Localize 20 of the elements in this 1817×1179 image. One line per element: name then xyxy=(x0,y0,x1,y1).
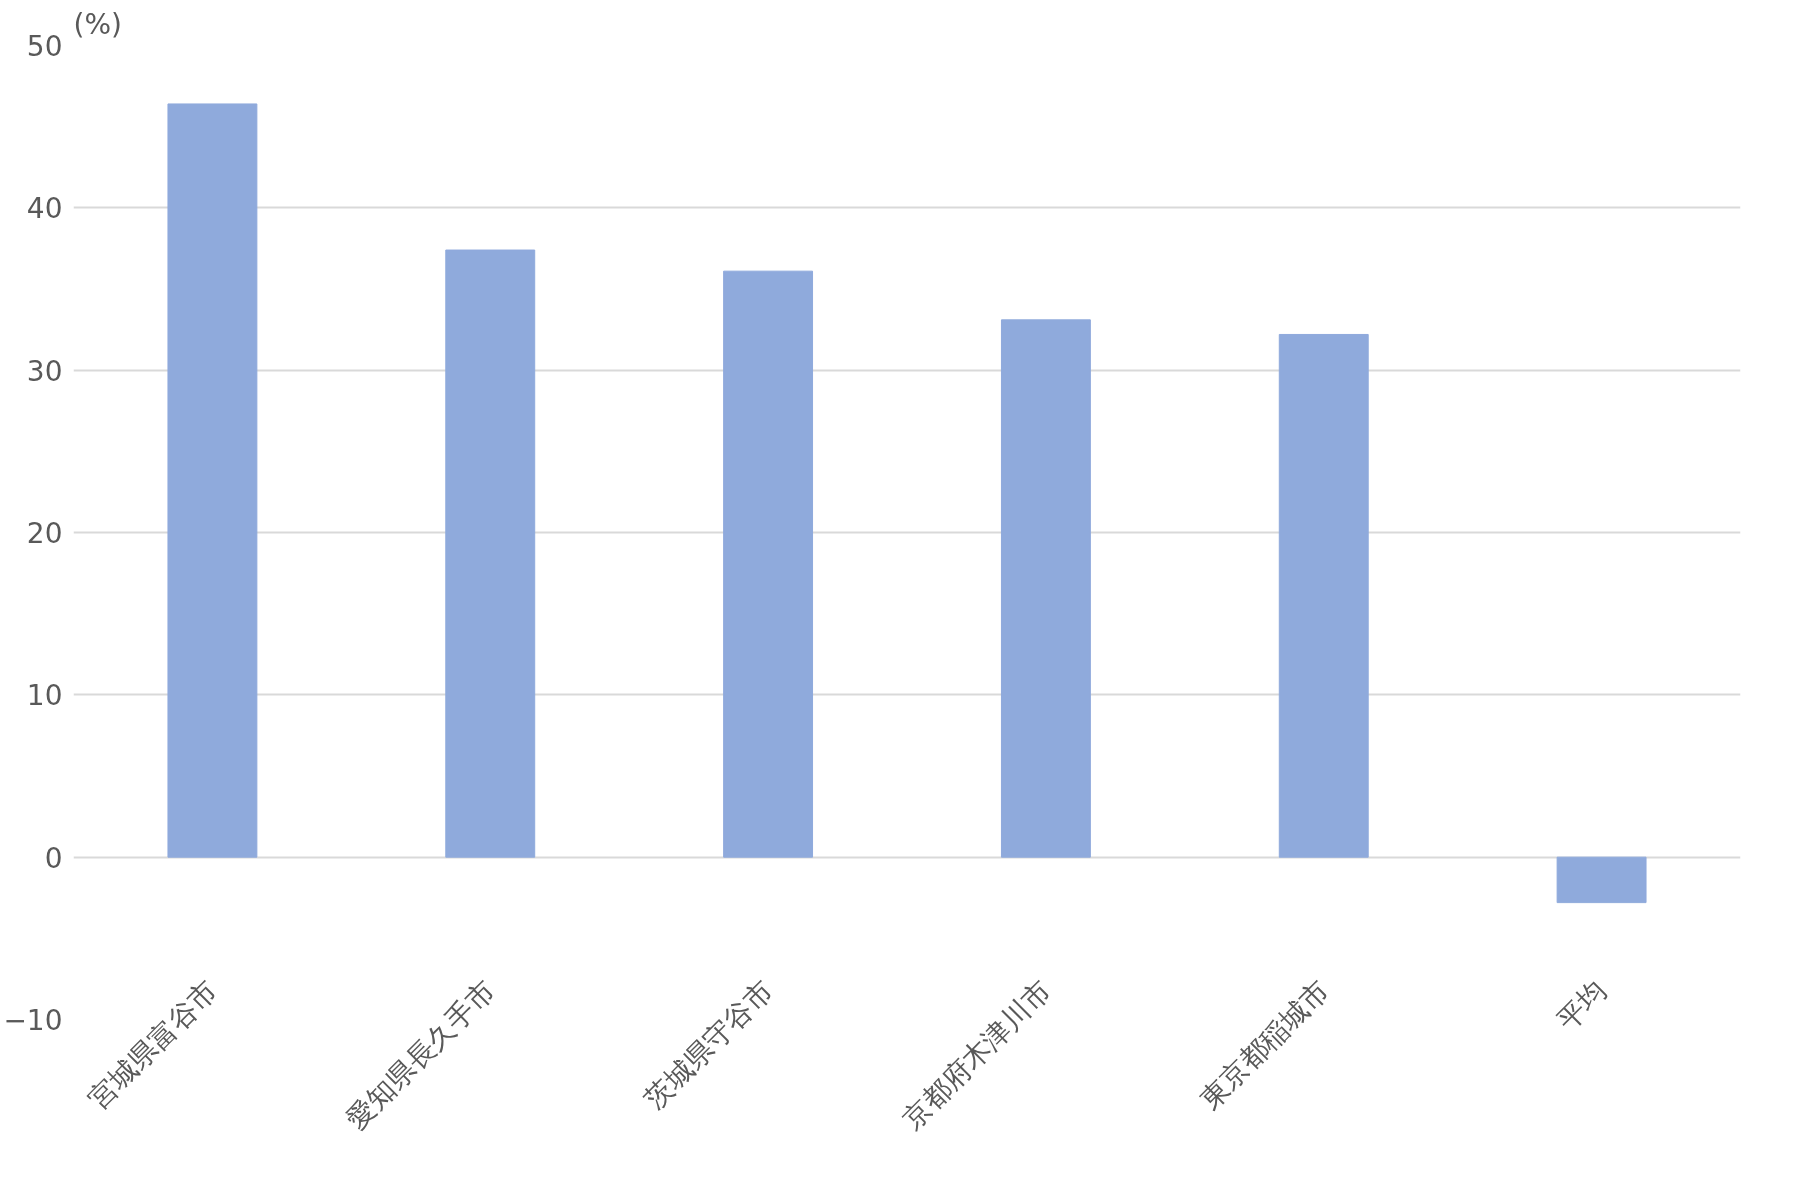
bar xyxy=(167,103,258,858)
x-tick-label: 平均 xyxy=(1550,973,1614,1037)
bar xyxy=(1556,856,1647,904)
x-tick-label: 京都府木津川市 xyxy=(895,973,1058,1136)
x-tick-label: 宮城県富谷市 xyxy=(81,973,225,1116)
y-tick-label: 50 xyxy=(26,30,63,63)
y-tick-label: 0 xyxy=(44,841,63,875)
bar xyxy=(1000,319,1091,858)
bar xyxy=(445,249,536,858)
x-tick-label: 茨城県守谷市 xyxy=(637,973,780,1116)
y-tick-label: 30 xyxy=(26,354,63,388)
bar xyxy=(723,270,814,858)
y-tick-label: 20 xyxy=(26,517,63,550)
y-axis-title: (%) xyxy=(73,7,122,41)
y-tick-label: 10 xyxy=(26,679,63,713)
y-tick-label: −10 xyxy=(3,1004,63,1037)
x-tick-label: 東京都稲城市 xyxy=(1193,973,1336,1116)
bar xyxy=(1278,333,1369,858)
x-tick-label: 愛知県長久手市 xyxy=(339,973,502,1136)
y-tick-label: 40 xyxy=(26,192,63,226)
